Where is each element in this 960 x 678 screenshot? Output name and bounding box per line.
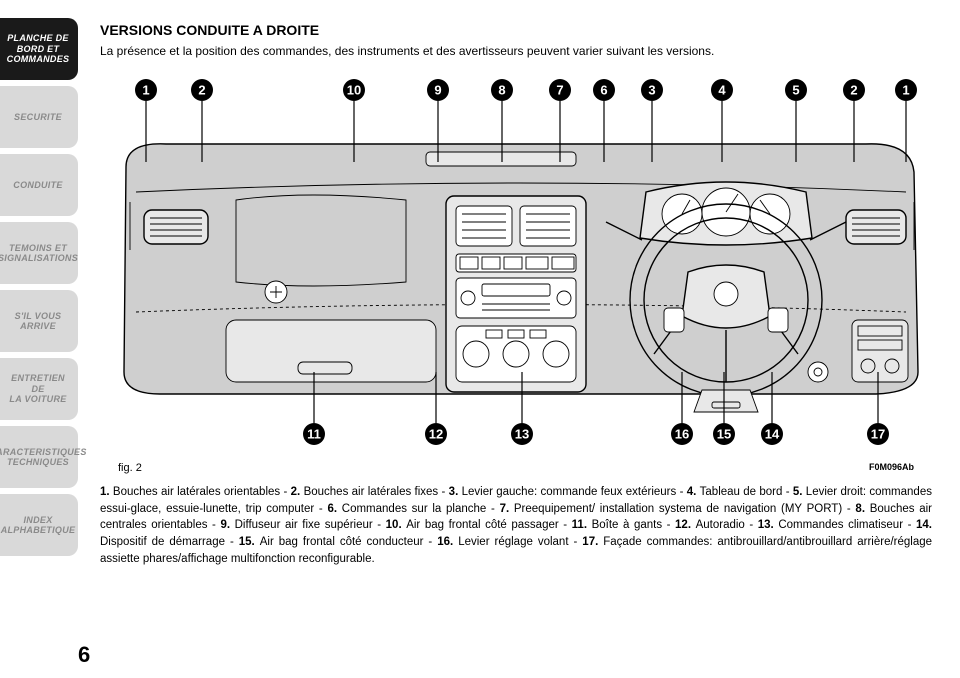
page-content: VERSIONS CONDUITE A DROITE La présence e… xyxy=(78,0,960,678)
legend-item-text: Boîte à gants - xyxy=(592,519,675,531)
callout-number: 1 xyxy=(902,83,909,98)
callout-number: 10 xyxy=(347,83,361,98)
legend-number: 12. xyxy=(675,519,696,531)
tab-label: PLANCHE DE BORD ET COMMANDES xyxy=(7,33,70,64)
legend-number: 14. xyxy=(916,519,932,531)
callout-number: 2 xyxy=(198,83,205,98)
tab-label: CARACTERISTIQUES TECHNIQUES xyxy=(0,447,87,468)
callout-number: 12 xyxy=(429,427,443,442)
figure-label: fig. 2 xyxy=(118,462,142,474)
legend-item-text: Air bag frontal côté conducteur - xyxy=(260,536,438,548)
legend-number: 5. xyxy=(793,486,806,498)
legend-number: 15. xyxy=(239,536,260,548)
tab-caracteristiques[interactable]: CARACTERISTIQUES TECHNIQUES xyxy=(0,426,78,488)
legend-item-text: Tableau de bord - xyxy=(700,486,793,498)
callout-number: 7 xyxy=(556,83,563,98)
dashboard-svg: 121098763452111121316151417 xyxy=(106,72,926,452)
dashboard-diagram: 121098763452111121316151417 xyxy=(106,72,926,452)
legend-item-text: Levier réglage volant - xyxy=(458,536,582,548)
tab-label: TEMOINS ET SIGNALISATIONS xyxy=(0,243,78,264)
legend-number: 16. xyxy=(437,536,458,548)
callout-number: 16 xyxy=(675,427,689,442)
legend-item-text: Dispositif de démarrage - xyxy=(100,536,239,548)
legend-item-text: Preequipement/ installation systema de n… xyxy=(514,503,856,515)
callout-number: 3 xyxy=(648,83,655,98)
tab-securite[interactable]: SECURITE xyxy=(0,86,78,148)
legend-number: 7. xyxy=(500,503,514,515)
tab-conduite[interactable]: CONDUITE xyxy=(0,154,78,216)
tab-label: ENTRETIEN DE LA VOITURE xyxy=(4,373,72,404)
callout-number: 1 xyxy=(142,83,149,98)
sidebar-tabs: PLANCHE DE BORD ET COMMANDES SECURITE CO… xyxy=(0,0,78,678)
legend-number: 13. xyxy=(758,519,779,531)
legend-number: 17. xyxy=(582,536,603,548)
callout-number: 5 xyxy=(792,83,799,98)
legend-item-text: Autoradio - xyxy=(696,519,758,531)
callout-number: 14 xyxy=(765,427,780,442)
section-title: VERSIONS CONDUITE A DROITE xyxy=(100,22,932,38)
callout-number: 13 xyxy=(515,427,529,442)
tab-temoins[interactable]: TEMOINS ET SIGNALISATIONS xyxy=(0,222,78,284)
callout-number: 4 xyxy=(718,83,726,98)
callout-number: 6 xyxy=(600,83,607,98)
callout-number: 9 xyxy=(434,83,441,98)
legend-item-text: Air bag frontal côté passager - xyxy=(406,519,571,531)
tab-label: CONDUITE xyxy=(13,180,62,190)
tab-sil-vous-arrive[interactable]: S'IL VOUS ARRIVE xyxy=(0,290,78,352)
legend-number: 10. xyxy=(386,519,407,531)
tab-label: INDEX ALPHABETIQUE xyxy=(1,515,76,536)
page-number: 6 xyxy=(78,642,90,668)
legend-number: 3. xyxy=(449,486,462,498)
legend-item-text: Bouches air latérales fixes - xyxy=(304,486,449,498)
legend-number: 2. xyxy=(291,486,304,498)
callout-number: 15 xyxy=(717,427,731,442)
tab-entretien[interactable]: ENTRETIEN DE LA VOITURE xyxy=(0,358,78,420)
legend-item-text: Bouches air latérales orientables - xyxy=(113,486,291,498)
legend-item-text: Commandes sur la planche - xyxy=(342,503,500,515)
legend-number: 4. xyxy=(687,486,700,498)
legend-number: 11. xyxy=(572,519,592,531)
legend-number: 9. xyxy=(220,519,234,531)
callout-number: 8 xyxy=(498,83,505,98)
tab-label: SECURITE xyxy=(14,112,62,122)
callout-number: 2 xyxy=(850,83,857,98)
callout-number: 17 xyxy=(871,427,885,442)
tab-index[interactable]: INDEX ALPHABETIQUE xyxy=(0,494,78,556)
legend-number: 6. xyxy=(327,503,341,515)
legend-item-text: Diffuseur air fixe supérieur - xyxy=(235,519,386,531)
legend-item-text: Commandes climatiseur - xyxy=(778,519,916,531)
figure-caption-row: fig. 2 F0M096Ab xyxy=(118,462,914,474)
legend-number: 8. xyxy=(855,503,869,515)
legend-number: 1. xyxy=(100,486,113,498)
callout-number: 11 xyxy=(307,427,321,442)
figure-code: F0M096Ab xyxy=(869,462,914,474)
legend-item-text: Levier gauche: commande feux extérieurs … xyxy=(462,486,687,498)
intro-text: La présence et la position des commandes… xyxy=(100,44,932,58)
legend-text: 1. Bouches air latérales orientables - 2… xyxy=(100,484,932,567)
tab-planche-de-bord[interactable]: PLANCHE DE BORD ET COMMANDES xyxy=(0,18,78,80)
tab-label: S'IL VOUS ARRIVE xyxy=(15,311,62,332)
